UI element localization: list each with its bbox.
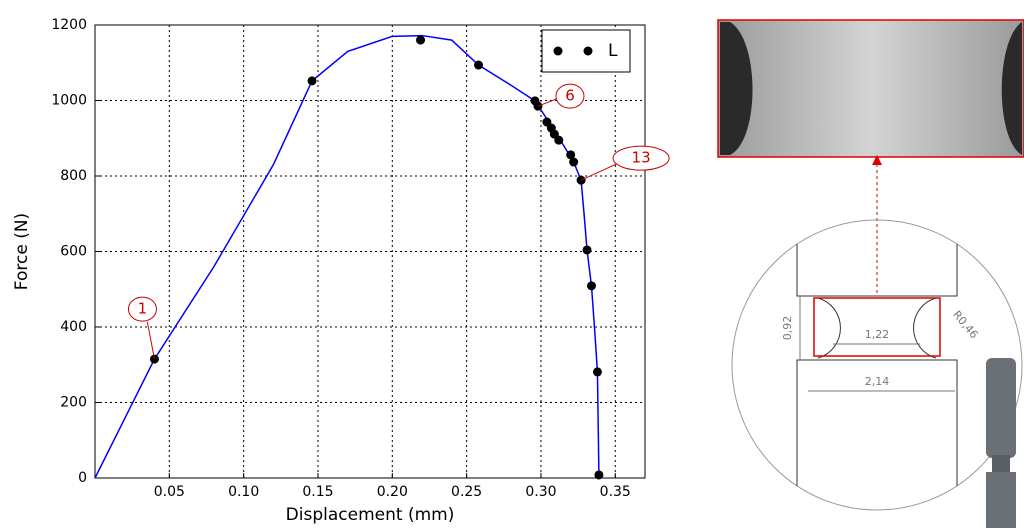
chart: 0 200 400 600 800 1000 1200 0.05 0.10 0.15 0.20 0.2… [12, 17, 670, 525]
y-tick-label: 400 [60, 319, 87, 335]
point [554, 135, 564, 145]
y-tick-label: 200 [60, 395, 87, 411]
diagram: 0,92 1,22 R0,46 2,14 [717, 19, 1024, 528]
annotation: 13 [632, 149, 651, 167]
x-tick-label: 0.25 [451, 484, 482, 500]
point [416, 35, 426, 45]
x-tick-label: 0.20 [377, 484, 408, 500]
legend-label: L [608, 41, 618, 61]
annotation: 6 [565, 87, 575, 105]
x-tick-label: 0.30 [525, 484, 556, 500]
annotation: 1 [138, 300, 148, 318]
y-tick-label: 600 [60, 244, 87, 260]
dimension: 0,92 [781, 316, 794, 341]
notch-right [1001, 22, 1022, 155]
point [474, 60, 484, 70]
x-tick-label: 0.35 [600, 484, 631, 500]
cylinder [986, 358, 1016, 528]
y-axis-label: Force (N) [12, 213, 32, 290]
specimen [796, 220, 958, 510]
point [582, 245, 592, 255]
plot-frame [94, 24, 646, 479]
x-tick-label: 0.10 [228, 484, 259, 500]
callout-line [580, 163, 618, 181]
y-tick-label: 1200 [51, 17, 87, 33]
point [566, 150, 576, 160]
point [307, 76, 317, 86]
callout [127, 296, 157, 322]
x-axis-label: Displacement (mm) [286, 505, 455, 525]
y-tick-label: 0 [78, 470, 87, 486]
point [594, 470, 604, 480]
y-tick-label: 1000 [51, 93, 87, 109]
legend-marker [583, 46, 593, 56]
point [592, 367, 602, 377]
dimension: 2,14 [865, 375, 890, 388]
legend-marker [553, 46, 563, 56]
region [813, 297, 941, 357]
callout [555, 83, 585, 109]
y-tick-label: 800 [60, 168, 87, 184]
dim-lines [799, 296, 955, 392]
x-tick-label: 0.05 [154, 484, 185, 500]
micrograph [717, 19, 1024, 158]
callout-line [537, 98, 558, 107]
point [586, 281, 596, 291]
detail-circle [731, 219, 1023, 511]
notch-left [720, 22, 753, 155]
line [94, 34, 600, 479]
arrowhead [872, 155, 882, 165]
callout-line [146, 321, 155, 360]
x-tick-label: 0.15 [302, 484, 333, 500]
dimension: 1,22 [865, 328, 890, 341]
dimension: R0,46 [950, 308, 981, 341]
callout [612, 145, 670, 171]
point [569, 157, 579, 167]
